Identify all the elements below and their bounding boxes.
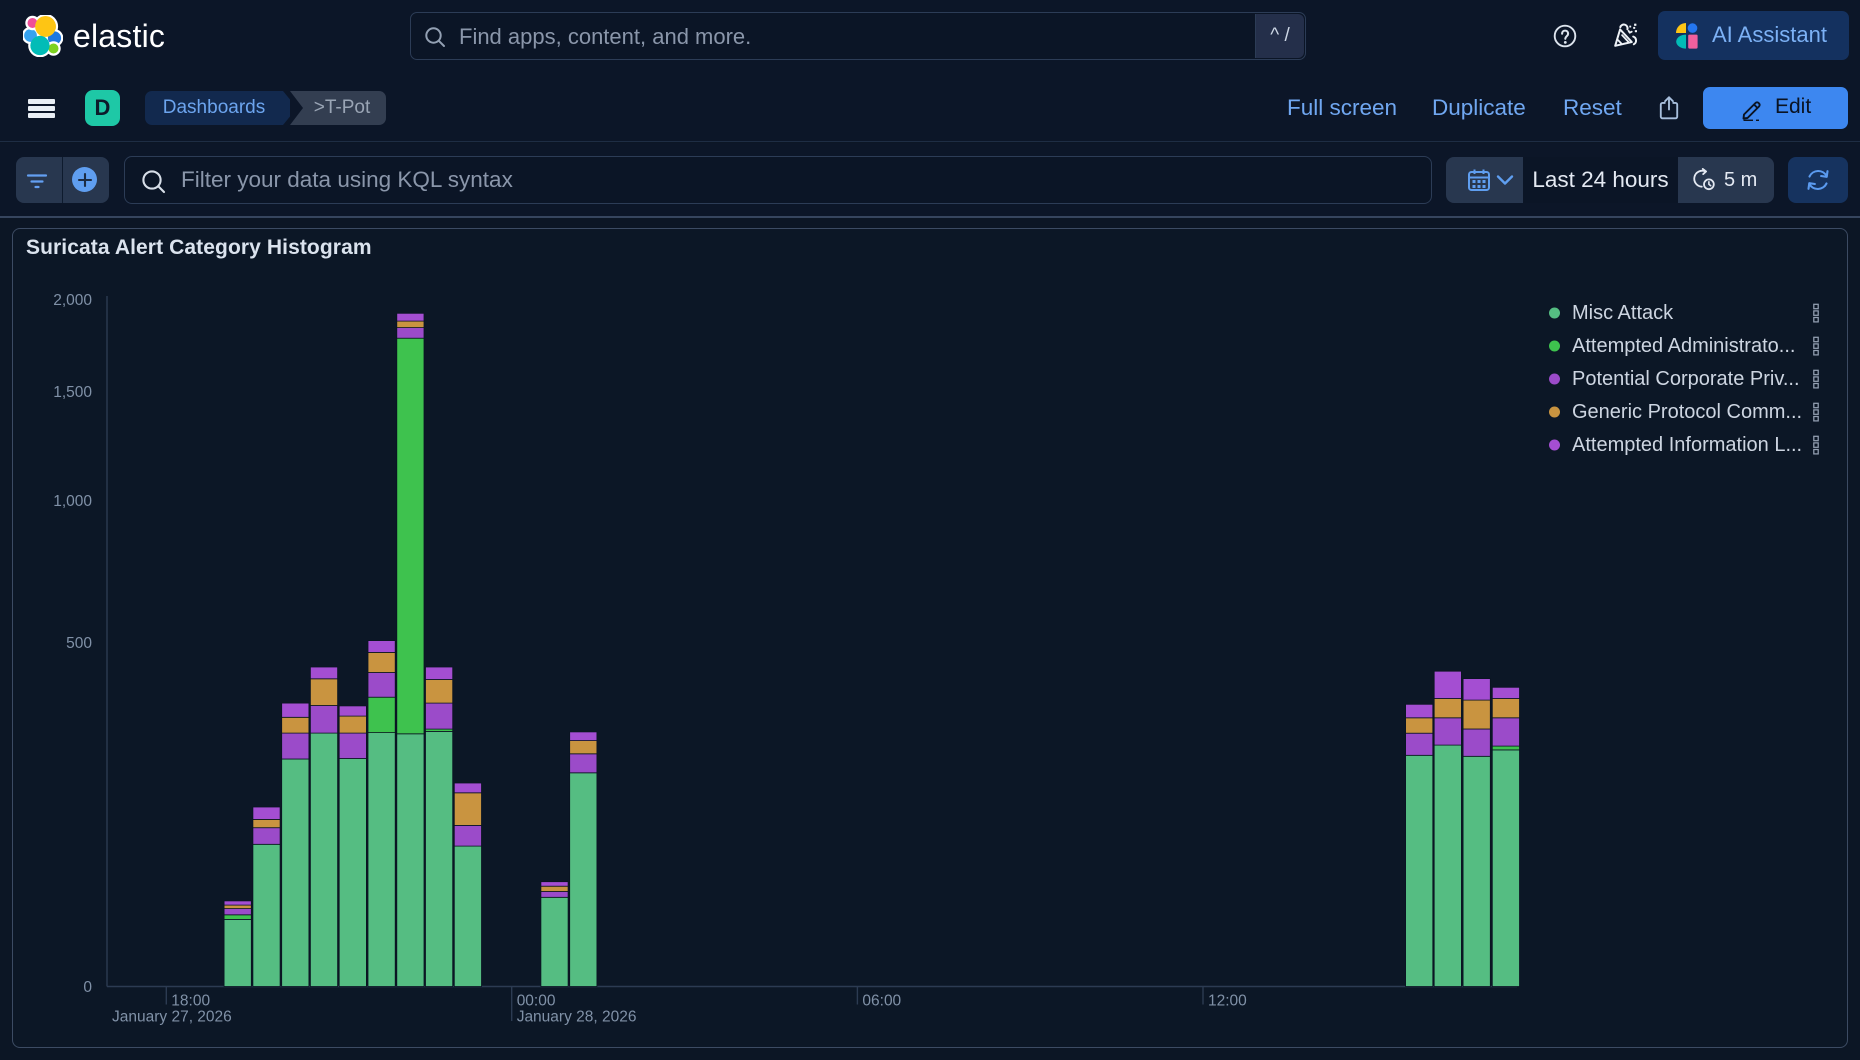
svg-text:Potential Corporate Priv...: Potential Corporate Priv... [1572, 368, 1800, 390]
svg-text:00:00: 00:00 [517, 993, 556, 1010]
svg-text:2,000: 2,000 [53, 292, 92, 309]
svg-text:Attempted Information L...: Attempted Information L... [1572, 434, 1802, 456]
svg-text:January 27, 2026: January 27, 2026 [112, 1009, 232, 1026]
svg-text:1,500: 1,500 [53, 384, 92, 401]
svg-text:12:00: 12:00 [1208, 993, 1247, 1010]
svg-text:06:00: 06:00 [862, 993, 901, 1010]
svg-text:0: 0 [83, 979, 92, 996]
svg-text:500: 500 [66, 635, 92, 652]
svg-text:1,000: 1,000 [53, 493, 92, 510]
svg-text:Misc Attack: Misc Attack [1572, 302, 1674, 324]
svg-text:18:00: 18:00 [171, 993, 210, 1010]
svg-text:Generic Protocol Comm...: Generic Protocol Comm... [1572, 401, 1802, 423]
svg-text:Attempted Administrato...: Attempted Administrato... [1572, 335, 1795, 357]
svg-text:January 28, 2026: January 28, 2026 [517, 1009, 637, 1026]
